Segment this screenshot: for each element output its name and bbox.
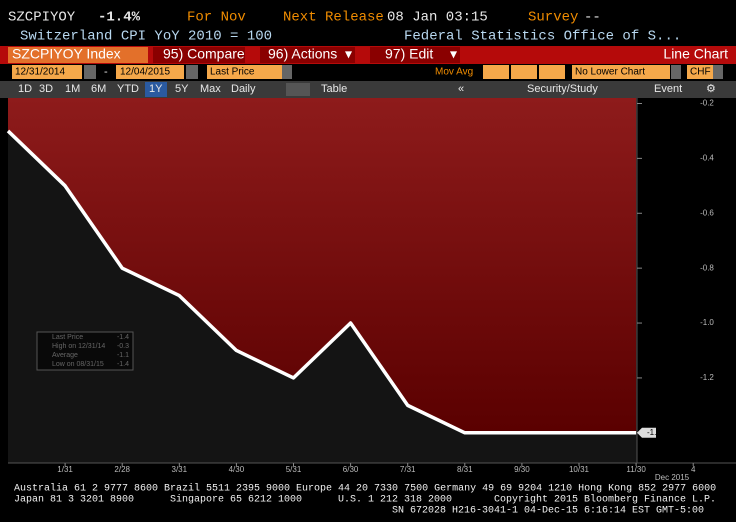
x-sublabel: Dec 2015 — [655, 473, 690, 482]
input-box[interactable] — [483, 65, 509, 79]
x-tick-label: 7/31 — [400, 465, 416, 474]
range-button[interactable]: 6M — [91, 83, 106, 95]
input-box[interactable] — [572, 65, 670, 79]
ticker: SZCPIYOY — [8, 10, 76, 26]
dropdown-arrow: ▾ — [345, 46, 352, 62]
y-tick-label: -0.8 — [700, 263, 714, 272]
survey-label: Survey — [528, 10, 578, 26]
range-button[interactable]: 3D — [39, 83, 53, 95]
input-box[interactable] — [12, 65, 82, 79]
dropdown[interactable] — [671, 65, 681, 79]
end-date[interactable]: 12/04/2015 — [120, 67, 170, 78]
x-tick-label: 5/31 — [286, 465, 302, 474]
input-box[interactable] — [511, 65, 537, 79]
chart-type: Line Chart — [663, 46, 728, 62]
description: Switzerland CPI YoY 2010 = 100 — [20, 29, 272, 45]
scroll-button[interactable]: « — [458, 83, 464, 95]
range-button[interactable]: 1Y — [149, 83, 163, 95]
change: -1.4% — [98, 10, 141, 26]
input-box[interactable] — [207, 65, 282, 79]
last-price-marker-box — [637, 427, 656, 438]
legend-box — [36, 331, 134, 371]
range-button[interactable]: YTD — [117, 83, 139, 95]
source: Federal Statistics Office of S... — [404, 29, 681, 45]
x-tick-label: 6/30 — [343, 465, 359, 474]
dropdown[interactable] — [282, 65, 292, 79]
footer-item: Copyright 2015 Bloomberg Finance L.P. — [494, 494, 716, 506]
field[interactable]: Last Price — [210, 67, 255, 78]
survey: -- — [584, 10, 601, 26]
separator: - — [104, 66, 108, 78]
settings-icon[interactable]: ⚙ — [706, 83, 716, 95]
footer-item: Japan 81 3 3201 8900 — [14, 495, 134, 506]
menu-item[interactable]: 97) Edit — [385, 46, 433, 62]
y-tick-label: -0.4 — [700, 153, 714, 162]
footer-item: U.S. 1 212 318 2000 — [338, 495, 452, 506]
dropdown[interactable] — [713, 65, 723, 79]
x-tick-label: 9/30 — [514, 465, 530, 474]
security-box[interactable] — [8, 47, 148, 63]
toolbar — [0, 81, 736, 98]
range-button[interactable]: Max — [200, 83, 221, 95]
range-button[interactable]: 1M — [65, 83, 80, 95]
area — [8, 98, 637, 433]
dropdown-arrow: ▾ — [450, 46, 457, 62]
y-tick-label: -0.2 — [700, 99, 714, 108]
y-tick-label: -0.6 — [700, 208, 714, 217]
currency[interactable]: CHF — [690, 67, 711, 78]
menu-item[interactable]: 96) Actions — [268, 46, 337, 62]
x-tick-label: 8/31 — [457, 465, 473, 474]
security[interactable]: SZCPIYOY Index — [12, 46, 121, 62]
input-box[interactable] — [687, 65, 713, 79]
menu-item[interactable]: 95) Compare — [163, 46, 245, 62]
range-button[interactable]: 5Y — [175, 83, 189, 95]
y-tick-label: -1.0 — [700, 318, 714, 327]
release-label: Next Release — [283, 10, 384, 26]
table-button[interactable]: Table — [321, 83, 347, 95]
x-tick-label: 1/31 — [57, 465, 73, 474]
input-box[interactable] — [116, 65, 184, 79]
calendar-icon[interactable] — [84, 65, 96, 79]
x-tick-label: 2/28 — [114, 465, 130, 474]
x-tick-label: 10/31 — [569, 465, 590, 474]
x-tick-label: 3/31 — [172, 465, 188, 474]
range-button[interactable]: 1D — [18, 83, 32, 95]
event-button[interactable]: Event — [654, 83, 682, 95]
last-price-marker: -1.4 — [647, 428, 661, 437]
x-tick-label: 4/30 — [229, 465, 245, 474]
study: Mov Avg — [435, 67, 473, 78]
range-active — [145, 82, 167, 97]
menu-button[interactable] — [153, 47, 245, 63]
study-button[interactable]: Security/Study — [527, 83, 598, 95]
x-tick-label: 4 — [691, 465, 696, 474]
x-tick-label: 11/30 — [626, 465, 646, 474]
release: 08 Jan 03:15 — [387, 10, 488, 26]
menu-button[interactable] — [370, 47, 460, 63]
line — [6, 129, 637, 435]
footer-item: Singapore 65 6212 1000 — [170, 494, 302, 506]
calendar-icon[interactable] — [186, 65, 198, 79]
start-date[interactable]: 12/31/2014 — [15, 67, 65, 78]
period: For Nov — [187, 10, 246, 26]
footer-line: SN 672028 H216-3041-1 04-Dec-15 6:16:14 … — [392, 506, 704, 517]
menu-button[interactable] — [260, 47, 355, 63]
footer-line: Australia 61 2 9777 8600 Brazil 5511 239… — [14, 483, 716, 495]
chart-icon[interactable] — [286, 83, 310, 96]
lower-chart[interactable]: No Lower Chart — [575, 67, 645, 78]
y-tick-label: -1.2 — [700, 373, 714, 382]
frequency[interactable]: Daily — [231, 83, 256, 95]
range-group: 1D 3D 1M 6M YTD 1Y 5Y Max Daily — [18, 82, 256, 97]
input-box[interactable] — [539, 65, 565, 79]
